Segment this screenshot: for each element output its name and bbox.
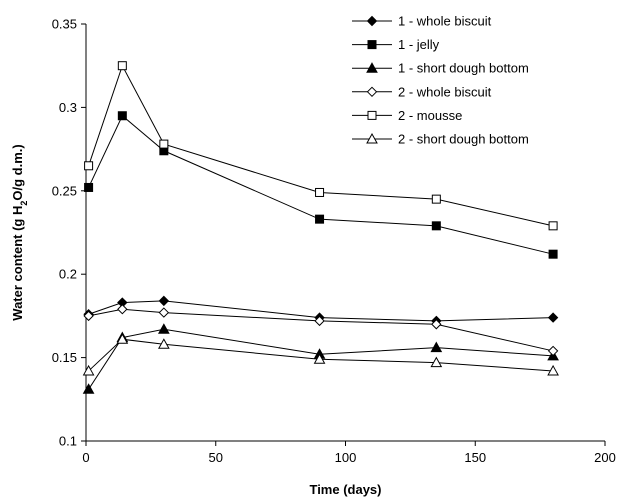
legend-marker (366, 86, 378, 98)
data-point-series-5 (548, 221, 558, 231)
series-line-3 (88, 328, 554, 390)
y-axis-title: Water content (g H2O/g d.m.) (10, 144, 29, 320)
legend-marker (367, 110, 377, 120)
x-axis-title: Time (days) (309, 482, 381, 497)
y-tick-label: 0.1 (59, 434, 77, 449)
y-tick-label: 0.2 (59, 267, 77, 282)
data-point-series-6 (116, 333, 129, 344)
legend-marker (367, 40, 377, 50)
legend-label: 2 - whole biscuit (398, 84, 492, 99)
series-markers (82, 61, 559, 394)
data-point-series-3 (82, 383, 95, 394)
data-point-series-4 (431, 319, 442, 330)
legend-marker (366, 62, 378, 73)
data-point-series-4 (117, 304, 128, 315)
x-tick-label: 200 (594, 450, 616, 465)
y-axis-title-part-1: Water content (g H (10, 206, 25, 321)
data-point-series-5 (117, 61, 127, 71)
data-point-series-5 (431, 194, 441, 204)
legend-marker (366, 15, 378, 27)
data-point-series-5 (159, 139, 169, 149)
series-lines (88, 64, 554, 390)
data-point-series-2 (84, 182, 94, 192)
y-tick-label: 0.15 (52, 350, 77, 365)
y-tick-label: 0.25 (52, 183, 77, 198)
data-point-series-3 (430, 341, 443, 353)
y-tick-label: 0.35 (52, 17, 77, 32)
legend-label: 1 - jelly (398, 37, 440, 52)
data-point-series-6 (430, 356, 443, 368)
legend: 1 - whole biscuit 1 - jelly 1 - short doug… (352, 14, 529, 147)
x-tick-label: 0 (82, 450, 89, 465)
series-line-4 (88, 308, 554, 352)
data-point-series-1 (547, 312, 559, 323)
data-point-series-5 (84, 161, 94, 171)
data-point-series-4 (547, 345, 559, 357)
series-line-2 (88, 114, 554, 255)
data-point-series-2 (431, 221, 441, 231)
data-point-series-2 (117, 111, 127, 121)
data-point-series-4 (158, 307, 170, 318)
data-point-series-4 (83, 310, 94, 322)
data-point-series-6 (547, 364, 559, 376)
x-tick-label: 50 (209, 450, 223, 465)
series-line-1 (88, 300, 554, 322)
data-point-series-3 (158, 323, 170, 334)
legend-label: 1 - whole biscuit (398, 14, 492, 29)
data-point-series-6 (313, 353, 326, 364)
data-point-series-4 (314, 315, 325, 327)
legend-label: 2 - short dough bottom (398, 132, 529, 147)
legend-label: 1 - short dough bottom (398, 61, 529, 76)
x-tick-label: 100 (335, 450, 357, 465)
data-point-series-1 (158, 295, 170, 307)
legend-label: 2 - mousse (398, 108, 462, 123)
data-point-series-6 (82, 364, 95, 376)
x-tick-label: 150 (464, 450, 486, 465)
legend-marker (366, 132, 378, 144)
data-point-series-2 (315, 214, 325, 224)
y-axis-title-subscript: 2 (19, 201, 29, 206)
data-point-series-6 (158, 338, 170, 349)
y-axis-title-part-2: O/g d.m.) (10, 144, 25, 200)
series-line-6 (88, 338, 554, 372)
data-point-series-5 (315, 187, 325, 197)
series-line-5 (88, 64, 554, 227)
axes (85, 24, 605, 442)
data-point-series-2 (548, 249, 558, 259)
ticks: 0.1 0.15 0.2 0.25 0.3 0.35 0 50 100 150 200 (52, 17, 616, 466)
y-tick-label: 0.3 (59, 100, 77, 115)
